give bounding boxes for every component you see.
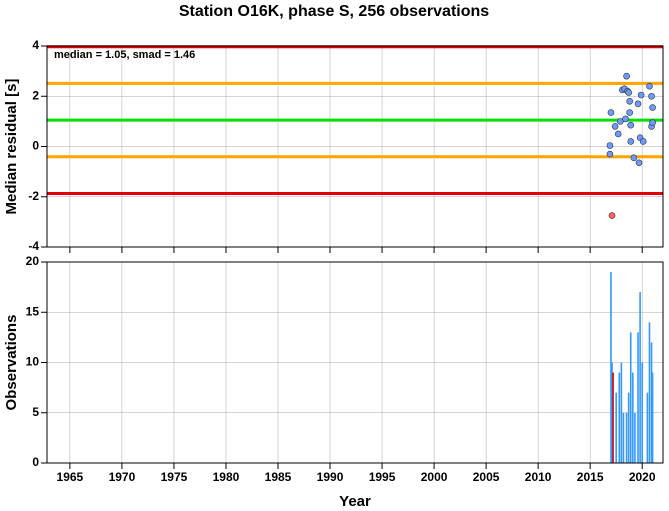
point [637,91,645,99]
point [630,154,638,162]
point [634,100,642,108]
y-tick-label: 5 [32,405,39,419]
plot-frame [46,45,664,248]
x-tick-label: 2010 [525,470,552,484]
point [648,92,655,100]
point [649,104,656,111]
y-tick-label: 0 [32,139,39,153]
bar [612,372,614,463]
x-tick-label: 1985 [265,470,292,484]
y-axis-label: Median residual [s] [3,79,20,215]
y-tick-label: 20 [26,254,40,268]
x-axis-label: Year [339,493,371,510]
bar [625,412,628,463]
point [635,159,643,167]
bar [615,392,617,463]
point [639,138,647,145]
point [627,121,635,129]
y-tick-label: 4 [32,38,39,52]
x-tick-label: 2005 [473,470,500,484]
point [617,118,624,125]
point [622,115,629,123]
x-tick-label: 2020 [629,470,656,484]
bar [629,332,632,463]
bar [622,412,625,463]
x-tick-label: 1965 [57,470,84,484]
bar [634,412,636,463]
bar [618,372,621,463]
point [611,123,619,130]
bar [651,372,654,463]
point [607,109,615,116]
y-axis-label: Observations [3,315,20,411]
bar [610,272,612,463]
point [626,109,634,116]
bar [646,392,649,463]
x-tick-label: 1980 [213,470,240,484]
x-tick-label: 1970 [109,470,136,484]
point [614,130,622,138]
bar [648,322,651,463]
x-tick-label: 2015 [577,470,604,484]
y-tick-label: -2 [28,189,39,203]
bar [620,362,623,463]
point [606,150,614,158]
y-tick-label: 15 [26,304,40,318]
y-tick-label: -4 [28,239,39,253]
point [626,97,634,105]
chart-title: Station O16K, phase S, 256 observations [179,3,489,20]
x-tick-label: 2000 [421,470,448,484]
x-tick-label: 1975 [161,470,188,484]
bar [650,342,653,463]
bar [639,292,641,463]
point [623,72,630,80]
point [646,82,653,90]
bar [627,392,630,463]
point [608,212,616,219]
point [625,89,632,96]
y-tick-label: 0 [32,455,39,469]
x-tick-label: 1995 [369,470,396,484]
bar [637,332,639,463]
plot-frame [46,261,664,464]
bar [632,372,634,463]
y-tick-label: 10 [26,355,40,369]
bar [611,362,613,463]
point [649,119,656,126]
bar [641,362,643,463]
point [606,142,614,149]
point [627,138,635,145]
x-tick-label: 1990 [317,470,344,484]
y-tick-label: 2 [32,88,39,102]
annotation: median = 1.05, smad = 1.46 [54,49,195,61]
